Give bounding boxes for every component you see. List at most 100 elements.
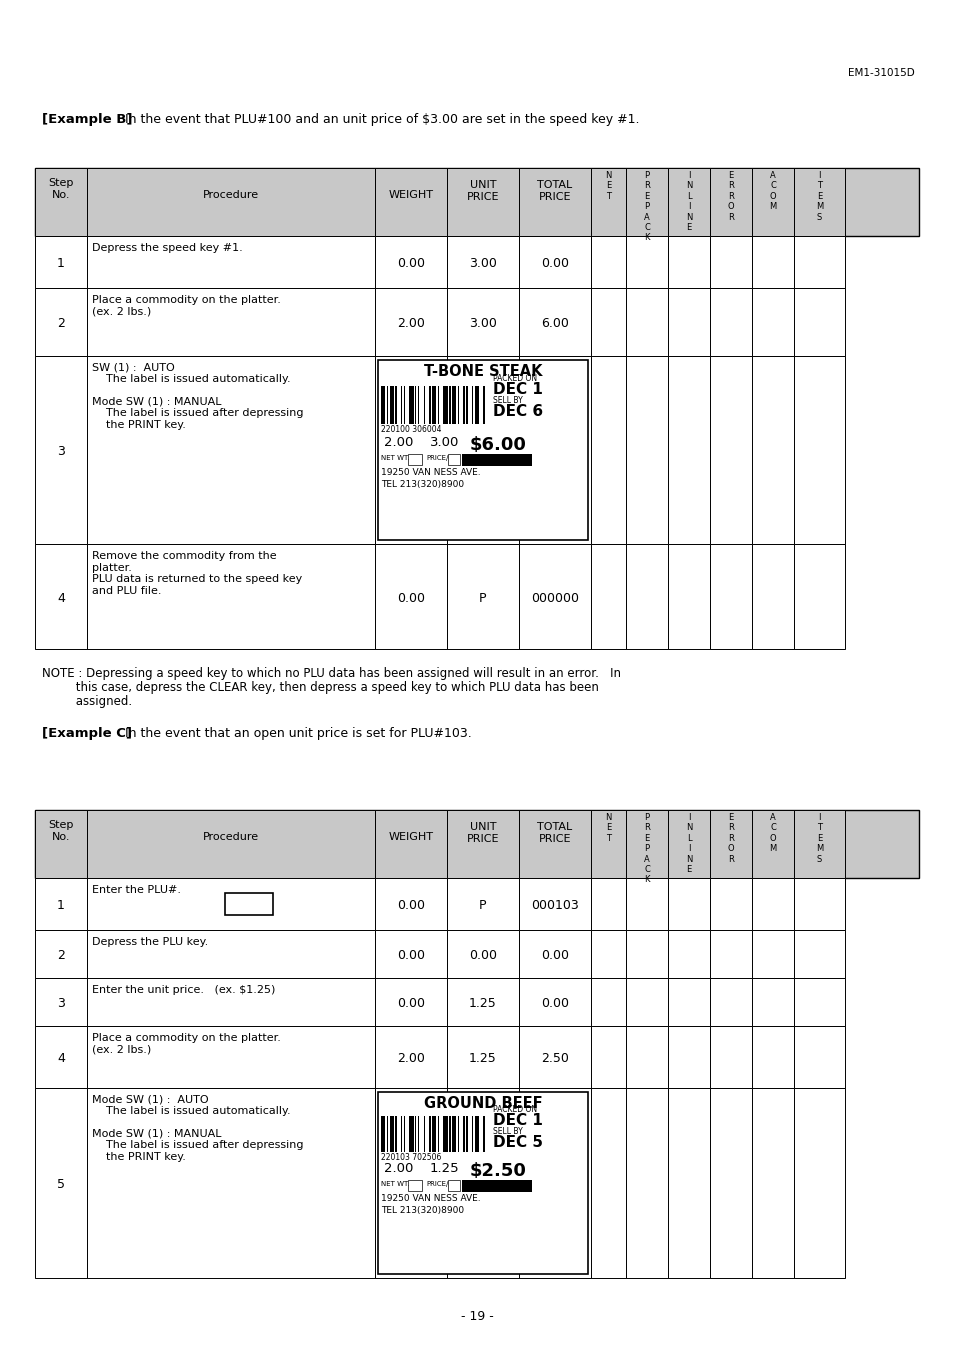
Text: - 19 -: - 19 - — [460, 1310, 493, 1323]
Text: TOTAL
PRICE: TOTAL PRICE — [537, 822, 572, 843]
Text: UNIT
PRICE: UNIT PRICE — [466, 180, 498, 202]
Bar — [793, 1088, 844, 1278]
Text: I
T
E
M
S: I T E M S — [815, 812, 822, 863]
Bar — [415, 386, 416, 424]
Bar — [35, 978, 87, 1026]
Text: A
C
O
M: A C O M — [768, 171, 776, 211]
Bar — [472, 386, 473, 424]
Bar — [403, 386, 405, 424]
Text: NET WT.: NET WT. — [380, 455, 409, 461]
Text: T-BONE STEAK: T-BONE STEAK — [423, 364, 541, 379]
Text: 0.00: 0.00 — [396, 257, 424, 270]
Text: I
T
E
M
S: I T E M S — [815, 171, 822, 222]
Text: 0.00: 0.00 — [396, 898, 424, 912]
Text: 1  0  3: 1 0 3 — [230, 897, 267, 911]
Text: PACKED ON: PACKED ON — [493, 1106, 537, 1114]
Text: 0.00: 0.00 — [396, 592, 424, 604]
Bar — [625, 288, 667, 356]
Bar — [423, 386, 424, 424]
Bar — [625, 168, 667, 235]
Text: NOTE : Depressing a speed key to which no PLU data has been assigned will result: NOTE : Depressing a speed key to which n… — [42, 667, 620, 681]
Bar — [466, 386, 467, 424]
Bar — [793, 288, 844, 356]
Bar — [447, 1026, 518, 1088]
Bar — [35, 168, 918, 235]
Text: PRICE/lb: PRICE/lb — [426, 455, 455, 461]
Bar — [667, 878, 709, 929]
Bar — [709, 978, 751, 1026]
Bar — [590, 356, 625, 543]
Text: 2.50: 2.50 — [540, 1052, 568, 1065]
Text: P: P — [478, 592, 486, 604]
Text: assigned.: assigned. — [42, 695, 132, 707]
Text: 220100 306004: 220100 306004 — [380, 425, 441, 434]
Bar — [518, 810, 590, 878]
Bar — [375, 288, 447, 356]
Text: EM1-31015D: EM1-31015D — [847, 69, 914, 78]
Bar — [518, 1088, 590, 1278]
Bar — [457, 386, 458, 424]
Text: TEL 213(320)8900: TEL 213(320)8900 — [380, 480, 464, 490]
Bar — [35, 288, 87, 356]
Bar — [793, 978, 844, 1026]
Bar — [667, 1026, 709, 1088]
Bar — [87, 288, 375, 356]
Bar — [35, 810, 918, 878]
Bar — [35, 1026, 87, 1088]
Bar — [751, 929, 793, 978]
Bar — [35, 168, 87, 235]
Bar — [667, 168, 709, 235]
Bar — [461, 455, 532, 465]
Bar — [87, 235, 375, 288]
Text: 0.00: 0.00 — [469, 950, 497, 962]
Text: $: $ — [449, 1181, 453, 1186]
Text: 3: 3 — [57, 997, 65, 1010]
Bar — [793, 543, 844, 650]
Text: 0.00: 0.00 — [396, 950, 424, 962]
Text: I
N
L
I
N
E: I N L I N E — [685, 812, 692, 874]
Bar — [793, 356, 844, 543]
Text: TOTAL
PRICE: TOTAL PRICE — [537, 180, 572, 202]
Bar — [395, 386, 396, 424]
Text: TEL 213(320)8900: TEL 213(320)8900 — [380, 1206, 464, 1215]
Bar — [751, 235, 793, 288]
Text: N
E
T: N E T — [604, 812, 611, 843]
Bar — [751, 810, 793, 878]
Bar — [518, 878, 590, 929]
Bar — [667, 235, 709, 288]
Bar — [386, 386, 388, 424]
Text: Enter the PLU#.: Enter the PLU#. — [91, 885, 181, 894]
Bar — [87, 356, 375, 543]
Text: P
R
E
P
A
C
K: P R E P A C K — [643, 171, 649, 242]
Text: 0.00: 0.00 — [396, 997, 424, 1010]
Bar — [35, 235, 87, 288]
Bar — [709, 168, 751, 235]
Bar — [400, 1116, 402, 1153]
Bar — [709, 288, 751, 356]
Bar — [751, 1088, 793, 1278]
Bar — [225, 893, 273, 915]
Bar — [400, 386, 402, 424]
Bar — [463, 386, 464, 424]
Bar — [463, 1116, 464, 1153]
Bar — [449, 386, 450, 424]
Bar — [709, 543, 751, 650]
Bar — [518, 235, 590, 288]
Bar — [518, 288, 590, 356]
Bar — [417, 386, 419, 424]
Text: Remove the commodity from the
platter.
PLU data is returned to the speed key
and: Remove the commodity from the platter. P… — [91, 551, 302, 596]
Text: 3.00: 3.00 — [469, 317, 497, 330]
Bar — [447, 1088, 518, 1278]
Text: 1.25: 1.25 — [469, 1052, 497, 1065]
Text: A
C
O
M: A C O M — [768, 812, 776, 853]
Bar — [793, 1026, 844, 1088]
Bar — [429, 386, 430, 424]
Text: TOTALPRICE $: TOTALPRICE $ — [463, 1181, 512, 1188]
Text: 3.00: 3.00 — [469, 257, 497, 270]
Text: DEC 1: DEC 1 — [493, 382, 542, 397]
Bar — [667, 543, 709, 650]
Text: PRICE/lb: PRICE/lb — [426, 1181, 455, 1188]
Bar — [625, 235, 667, 288]
Bar — [625, 356, 667, 543]
Bar — [437, 386, 438, 424]
